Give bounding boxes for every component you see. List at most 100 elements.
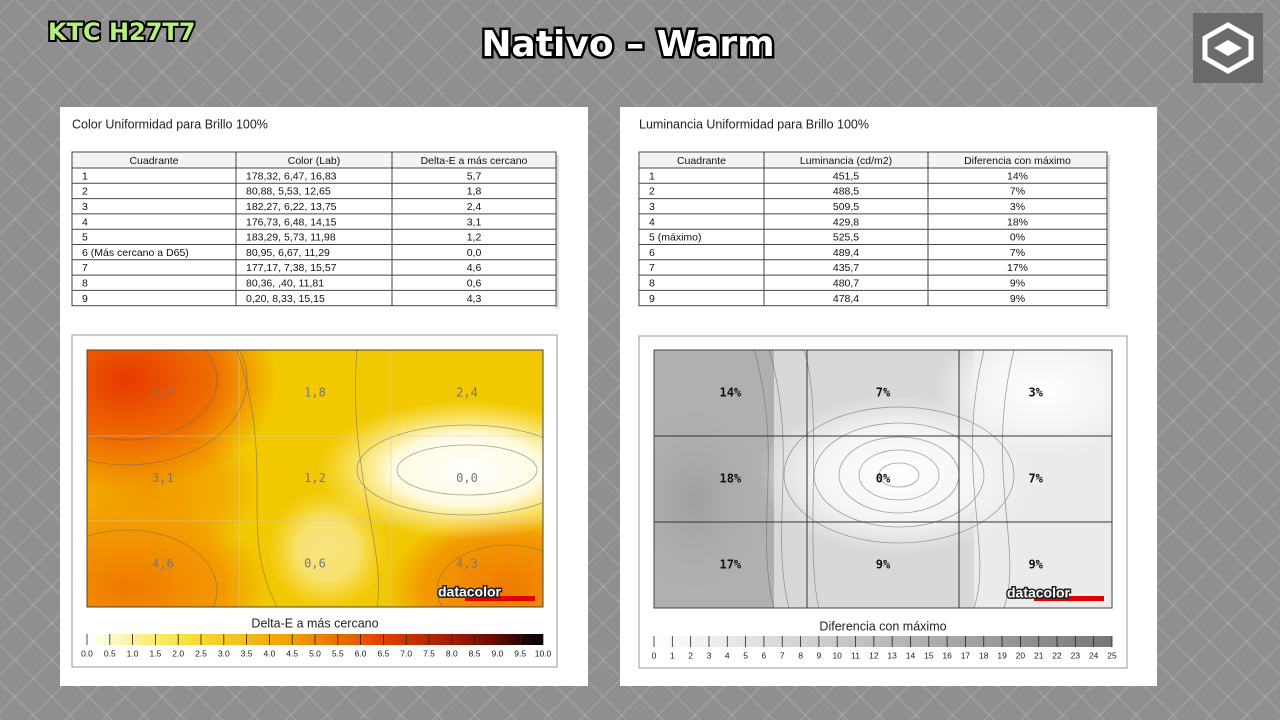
map-cell-label: 4,3 [456,557,478,571]
table-cell: 183,29, 5,73, 11,98 [246,232,336,244]
table-cell: 5 [82,232,88,244]
scale-label: 3 [707,650,712,660]
scale-label: 5.0 [309,648,321,658]
scale-label: 19 [997,650,1007,660]
table-shadow [1106,155,1110,309]
table-cell: 9 [82,293,88,305]
table-cell: 0% [1010,232,1025,244]
scale-label: 1.5 [149,648,161,658]
scale-label: 9.0 [491,648,503,658]
scale-label: 11 [851,650,860,660]
scale-label: 8 [798,650,803,660]
table-cell: 4,3 [467,293,482,305]
table-cell: 7% [1010,247,1025,259]
table-cell: 1 [82,170,88,182]
table-cell: 2 [82,186,88,198]
table-cell: 9% [1010,278,1025,290]
table-cell: 9% [1010,293,1025,305]
table-cell: 5,7 [467,170,482,182]
column-header: Cuadrante [129,155,178,167]
table-cell: 525,5 [833,232,859,244]
table-cell: 5 (máximo) [649,232,702,244]
table-cell: 14% [1007,170,1028,182]
map-cell-label: 14% [719,386,741,400]
scale-label: 7.5 [423,648,435,658]
map-cell-label: 3,1 [152,471,174,485]
table-cell: 6 [649,247,655,259]
content: Color Uniformidad para Brillo 100% Cuadra… [71,117,1117,660]
scale-label: 20 [1016,650,1026,660]
table-cell: 2 [649,186,655,198]
map-cell-label: 5,7 [152,385,174,399]
table-cell: 0,20, 8,33, 15,15 [246,293,325,305]
scale-label: 0.0 [81,648,93,658]
table-shadow [555,155,559,309]
map-cell-label: 0,0 [456,471,478,485]
table-cell: 18% [1007,216,1028,228]
map-cell-label: 9% [1028,558,1043,572]
scale-label: 17 [961,650,971,660]
scale-label: 14 [906,650,916,660]
scale-label: 2.0 [172,648,184,658]
table-cell: 480,7 [833,278,859,290]
table-cell: 1 [649,170,655,182]
map-logo: datacolor [438,584,502,600]
luminance-map [638,335,1128,669]
map-plot [654,350,1112,608]
table-cell: 488,5 [833,186,859,198]
panel-title: Color Uniformidad para Brillo 100% [72,117,268,131]
table-cell: 8 [82,278,88,290]
map-cell-label: 0% [876,472,891,486]
scale-label: 9 [817,650,822,660]
scale-label: 10 [832,650,842,660]
scale-label: 4 [725,650,730,660]
table-cell: 3 [649,201,655,213]
scale-label: 10.0 [535,648,552,658]
column-header: Luminancia (cd/m2) [800,155,892,167]
table-cell: 1,2 [467,232,482,244]
scale-label: 8.0 [446,648,458,658]
scale-label: 24 [1089,650,1099,660]
table-cell: 6 (Más cercano a D65) [82,247,189,259]
logo [1193,13,1263,83]
map-cell-label: 17% [719,558,741,572]
scale-label: 5.5 [332,648,344,658]
scale-label: 6 [762,650,767,660]
scale-label: 7.0 [400,648,412,658]
panel-title: Luminancia Uniformidad para Brillo 100% [639,117,869,131]
scale-label: 8.5 [469,648,481,658]
page-title: Nativo – Warm [481,24,774,65]
table-cell: 1,8 [467,186,482,198]
map-caption: Diferencia con máximo [819,619,946,633]
map-cell-label: 9% [876,558,891,572]
table-cell: 182,27, 6,22, 13,75 [246,201,337,213]
column-header: Diferencia con máximo [964,155,1071,167]
table-cell: 4,6 [467,262,482,274]
scale-label: 0.5 [104,648,116,658]
scale-label: 0 [652,650,657,660]
map-plot [87,350,543,607]
scale-label: 5 [743,650,748,660]
table-cell: 0,0 [467,247,482,259]
map-cell-label: 7% [1028,472,1043,486]
table-cell: 4 [649,216,655,228]
table-cell: 7 [649,262,655,274]
scale-label: 21 [1034,650,1044,660]
map-cell-label: 4,6 [152,557,174,571]
scale-label: 7 [780,650,785,660]
scale-label: 9.5 [514,648,526,658]
scale-label: 18 [979,650,989,660]
table-cell: 429,8 [833,216,859,228]
table-cell: 4 [82,216,88,228]
scale-label: 25 [1107,650,1117,660]
table-cell: 3,1 [467,216,482,228]
map-cell-label: 0,6 [304,557,326,571]
table-cell: 80,95, 6,67, 11,29 [246,247,330,259]
table-cell: 3% [1010,201,1025,213]
table-cell: 7 [82,262,88,274]
scale-label: 1.0 [127,648,139,658]
table-cell: 17% [1007,262,1028,274]
table-cell: 478,4 [833,293,859,305]
map-cell-label: 2,4 [456,385,478,399]
table-cell: 80,36, ,40, 11,81 [246,278,324,290]
